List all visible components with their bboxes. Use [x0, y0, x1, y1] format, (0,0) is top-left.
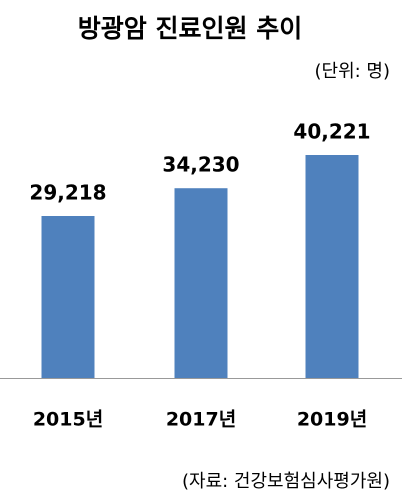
- bar: [174, 188, 228, 378]
- chart-title: 방광암 진료인원 추이: [78, 14, 302, 43]
- value-label: 40,221: [293, 120, 370, 144]
- bar: [41, 216, 95, 378]
- unit-note: (단위: 명): [314, 61, 390, 82]
- bar: [305, 155, 359, 378]
- x-tick-label: 2017년: [166, 409, 236, 431]
- value-label: 29,218: [29, 181, 106, 205]
- x-tick-label: 2015년: [33, 409, 103, 431]
- value-label: 34,230: [162, 153, 239, 177]
- source-note: (자료: 건강보험심사평가원): [182, 471, 390, 492]
- x-tick-label: 2019년: [297, 409, 367, 431]
